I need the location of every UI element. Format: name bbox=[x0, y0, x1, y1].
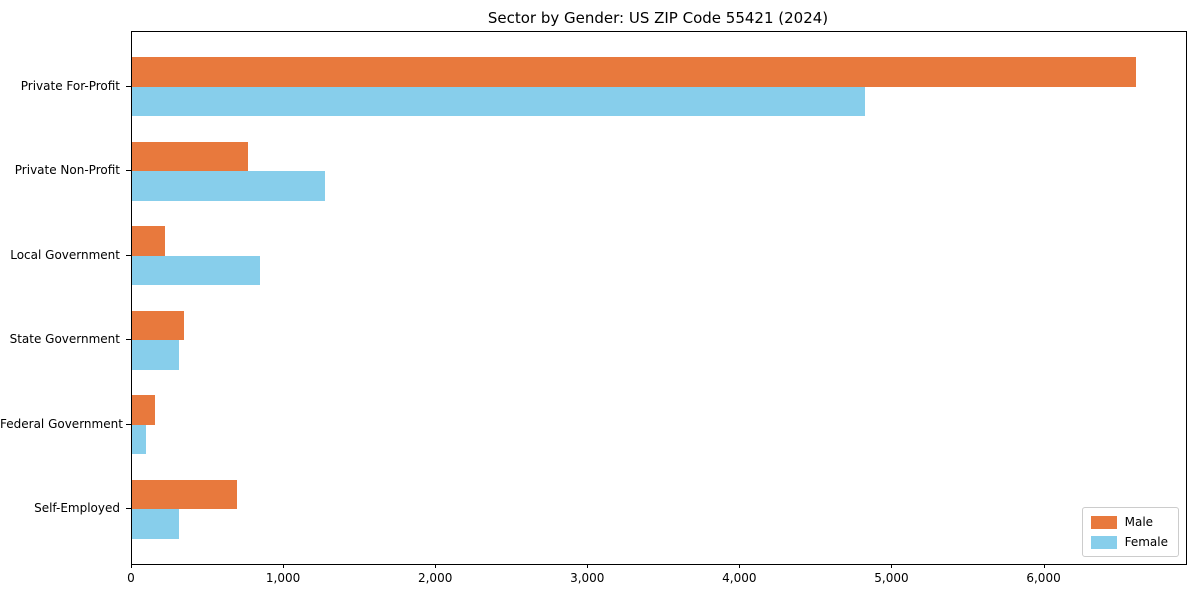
x-tick-3000 bbox=[587, 564, 589, 568]
x-tick-6000 bbox=[1043, 564, 1045, 568]
bar-male-state-government bbox=[132, 310, 184, 341]
y-label-federal-government: Federal Government bbox=[0, 416, 123, 431]
bar-female-local-government bbox=[132, 255, 260, 286]
plot-area: Male Female bbox=[131, 31, 1187, 565]
y-tick-state-government bbox=[126, 339, 131, 341]
y-label-private-for-profit: Private For-Profit bbox=[20, 78, 120, 93]
chart-title: Sector by Gender: US ZIP Code 55421 (202… bbox=[487, 9, 829, 27]
y-label-state-government: State Government bbox=[9, 332, 120, 347]
bar-female-private-non-profit bbox=[132, 171, 326, 201]
x-tick-label-0: 0 bbox=[127, 571, 135, 585]
female-color-swatch bbox=[1090, 535, 1117, 549]
y-label-self-employed: Self-Employed bbox=[34, 501, 120, 516]
legend: Male Female bbox=[1081, 507, 1179, 557]
y-tick-local-government bbox=[126, 254, 131, 256]
x-tick-label-5000: 5,000 bbox=[874, 571, 909, 585]
x-tick-label-1000: 1,000 bbox=[265, 571, 301, 585]
y-tick-self-employed bbox=[126, 508, 131, 510]
legend-item-male: Male bbox=[1090, 515, 1168, 529]
y-tick-federal-government bbox=[126, 423, 131, 425]
y-tick-private-for-profit bbox=[126, 85, 131, 87]
legend-label-female: Female bbox=[1124, 535, 1168, 549]
x-tick-label-2000: 2,000 bbox=[417, 571, 453, 585]
y-label-local-government: Local Government bbox=[10, 247, 120, 262]
legend-label-male: Male bbox=[1124, 515, 1154, 529]
legend-item-female: Female bbox=[1090, 535, 1168, 549]
x-tick-2000 bbox=[435, 564, 437, 568]
bar-male-private-non-profit bbox=[132, 141, 248, 172]
x-tick-0 bbox=[131, 564, 132, 568]
bar-female-private-for-profit bbox=[132, 86, 866, 117]
x-tick-label-6000: 6,000 bbox=[1026, 571, 1061, 585]
bar-male-self-employed bbox=[132, 479, 237, 510]
male-color-swatch bbox=[1090, 515, 1117, 529]
y-label-private-non-profit: Private Non-Profit bbox=[14, 163, 120, 178]
bar-male-private-for-profit bbox=[132, 57, 1136, 87]
y-tick-private-non-profit bbox=[126, 170, 131, 172]
bar-female-federal-government bbox=[132, 424, 146, 455]
x-tick-4000 bbox=[739, 564, 741, 568]
x-tick-5000 bbox=[891, 564, 893, 568]
bar-male-federal-government bbox=[132, 395, 155, 425]
x-tick-label-4000: 4,000 bbox=[722, 571, 757, 585]
bar-female-self-employed bbox=[132, 509, 180, 539]
bar-female-state-government bbox=[132, 340, 180, 370]
bar-male-local-government bbox=[132, 226, 166, 256]
x-tick-label-3000: 3,000 bbox=[570, 571, 605, 585]
x-tick-1000 bbox=[283, 564, 285, 568]
